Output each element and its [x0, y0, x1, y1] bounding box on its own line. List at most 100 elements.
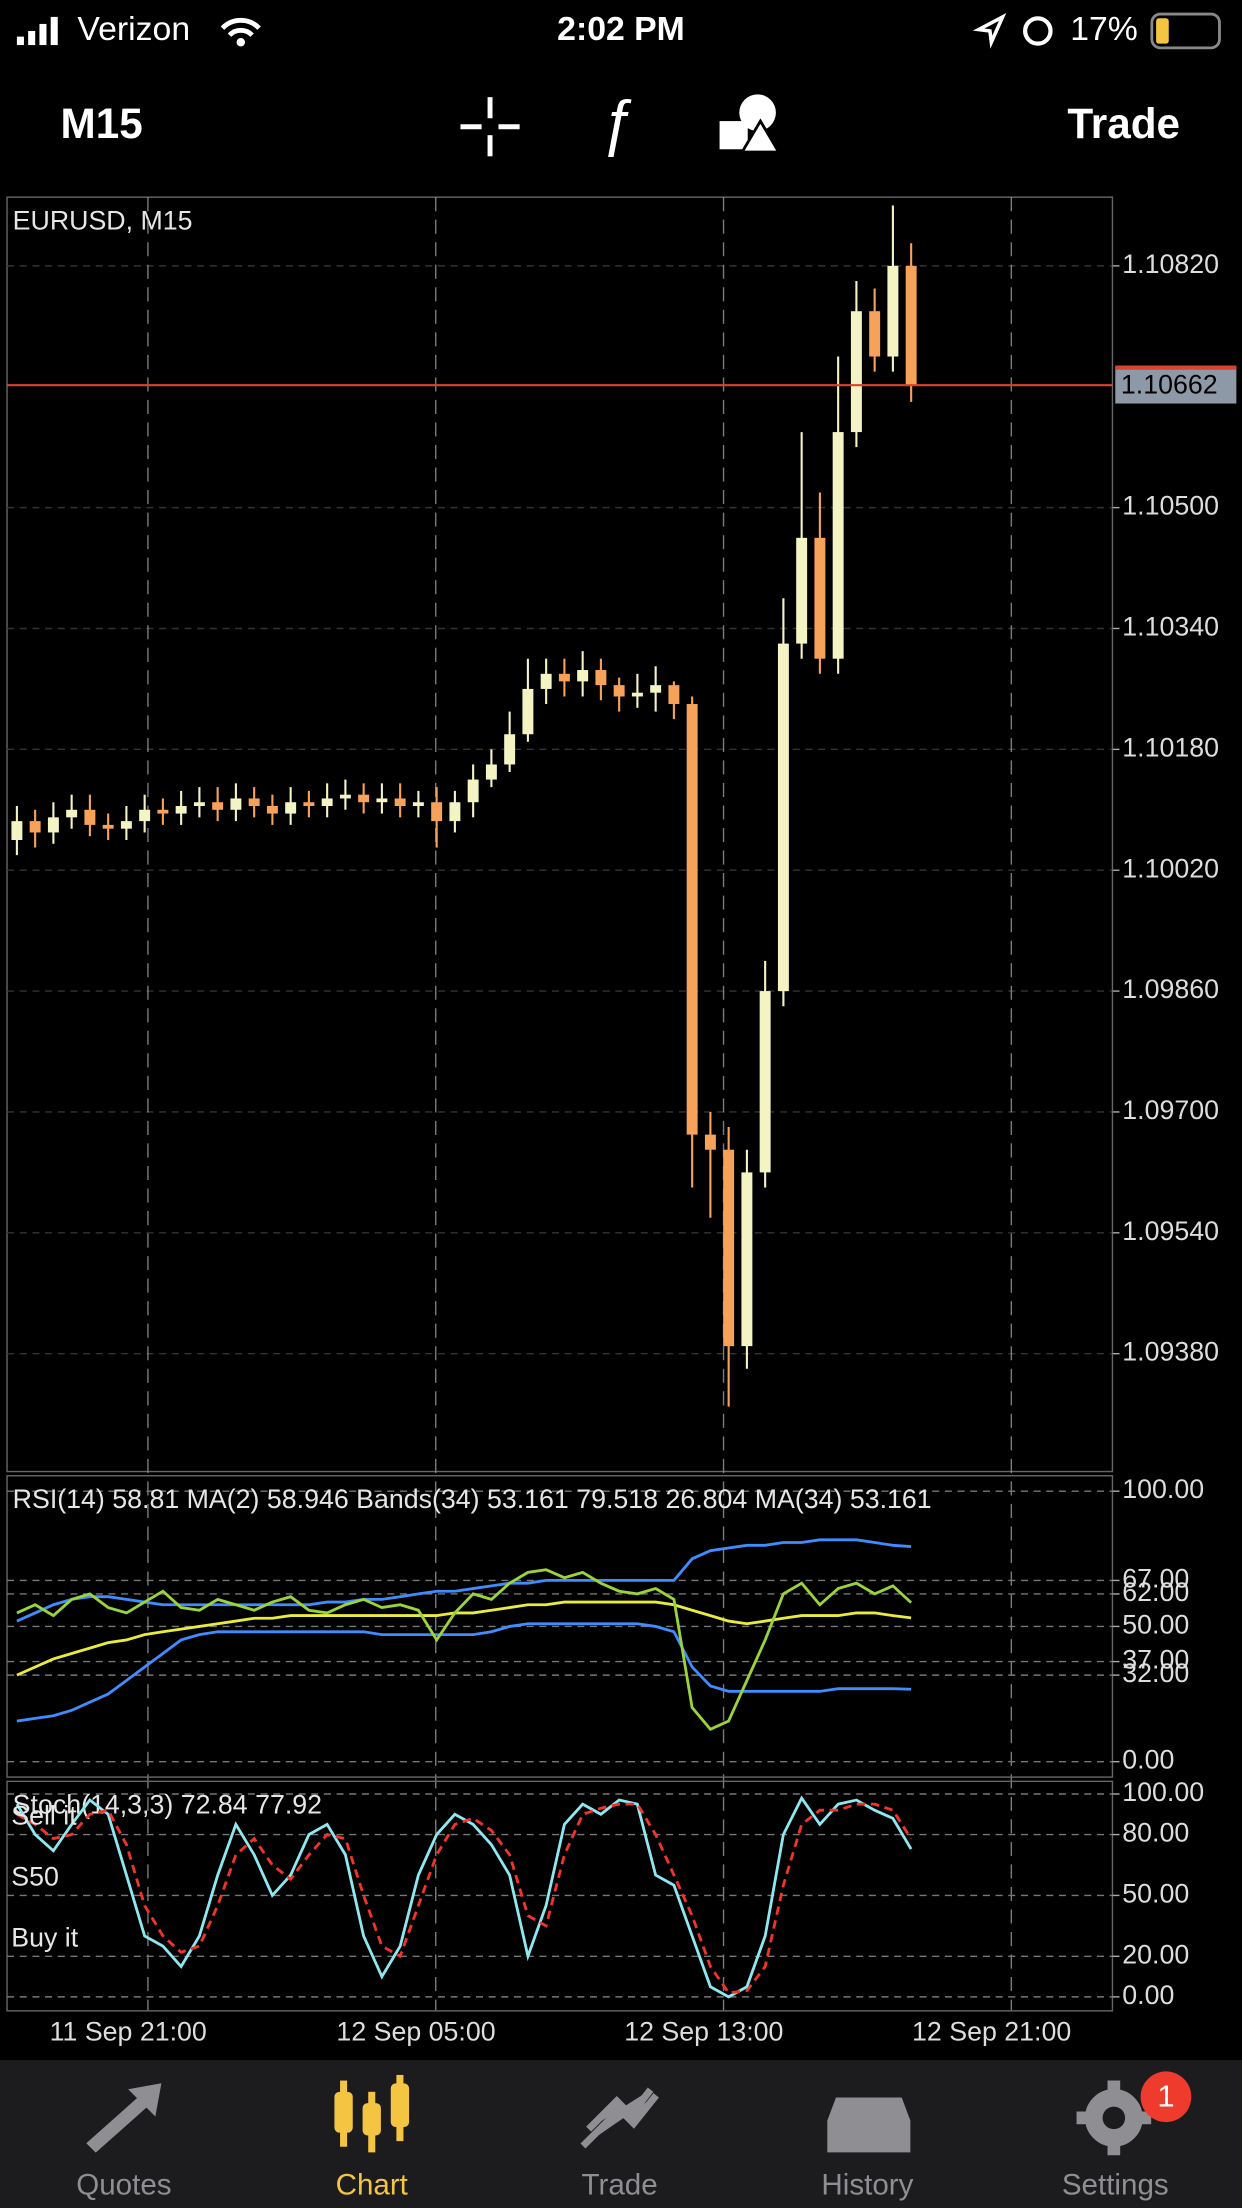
series-line — [16, 1538, 912, 1623]
y-tick-label: 37.00 — [1122, 1645, 1189, 1675]
battery-level — [1156, 18, 1169, 44]
y-tick-label: 32.00 — [1122, 1658, 1189, 1688]
candle-body — [248, 798, 260, 807]
trade-icon[interactable] — [580, 2087, 659, 2149]
battery-icon — [1150, 12, 1221, 50]
indicators-button[interactable]: ƒ — [600, 88, 634, 157]
candle-body — [905, 265, 917, 386]
x-tick-label: 12 Sep 21:00 — [912, 2016, 1071, 2046]
toolbar: M15 ƒ Trade — [61, 88, 1180, 157]
level-label: S50 — [11, 1862, 59, 1892]
candle-body — [285, 802, 297, 814]
candle-body — [84, 809, 96, 825]
y-tick-label: 67.00 — [1122, 1564, 1189, 1594]
wifi-icon — [236, 38, 246, 47]
tab-label: Chart — [336, 2169, 408, 2202]
x-tick-label: 11 Sep 21:00 — [50, 2016, 207, 2046]
level-label: Buy it — [11, 1922, 78, 1952]
trade-button[interactable]: Trade — [1067, 100, 1180, 147]
y-tick-label: 62.00 — [1122, 1577, 1189, 1607]
panel-title: RSI(14) 58.81 MA(2) 58.946 Bands(34) 53.… — [13, 1484, 932, 1514]
y-tick-label: 1.09540 — [1122, 1216, 1219, 1246]
candle-body — [230, 798, 242, 810]
badge-count: 1 — [1157, 2078, 1174, 2113]
candle-body — [540, 673, 552, 689]
candle-body — [303, 802, 315, 807]
candle-body — [704, 1134, 716, 1150]
signal-bar — [16, 36, 24, 46]
candle-body — [686, 704, 698, 1135]
quotes-icon[interactable] — [86, 2083, 162, 2153]
signal-bar — [39, 23, 47, 46]
candle-body — [139, 809, 151, 822]
candle-body — [175, 806, 187, 814]
y-tick-label: 100.00 — [1122, 1777, 1204, 1807]
alarm-icon — [1023, 16, 1053, 46]
tab-bar-background — [0, 2060, 1242, 2208]
candle-body — [887, 265, 899, 357]
candle-body — [650, 685, 662, 693]
tab-label: History — [821, 2169, 913, 2202]
crosshair-button[interactable] — [460, 97, 520, 157]
candle-body — [668, 685, 680, 705]
candle-body — [595, 670, 607, 686]
y-tick-label: 1.10500 — [1122, 491, 1219, 521]
candle-body — [485, 764, 497, 780]
y-tick-label: 1.10180 — [1122, 732, 1219, 762]
candle-body — [814, 537, 826, 659]
candle-body — [832, 432, 844, 659]
tab-label: Settings — [1062, 2169, 1169, 2202]
panel-title: EURUSD, M15 — [13, 206, 193, 236]
series-line — [15, 1795, 913, 1999]
candle-body — [11, 821, 23, 841]
candle-body — [522, 688, 534, 735]
badge — [1140, 2071, 1192, 2123]
candle-body — [467, 779, 479, 803]
candle-body — [504, 734, 516, 765]
carrier: Verizon — [77, 10, 190, 48]
panel-frame — [6, 196, 1114, 1473]
tab-bar: 1 — [0, 2060, 1242, 2208]
candle-body — [212, 802, 224, 810]
charts: 1.10820 1.10500 1.10340 1.10180 1.10020 1.098… — [6, 196, 1237, 2046]
x-tick-label: 12 Sep 13:00 — [624, 2016, 783, 2046]
series-line — [16, 1568, 913, 1731]
candle-body — [869, 311, 881, 357]
candle-body — [66, 809, 78, 818]
y-tick-label: 100.00 — [1122, 1474, 1204, 1504]
objects-button[interactable] — [719, 94, 782, 154]
last-price-label: 1.10662 — [1121, 370, 1218, 400]
status-bar: Verizon 2:02 PM 17% — [16, 10, 1221, 50]
location-icon — [972, 12, 1007, 49]
wifi-icon — [220, 17, 261, 38]
history-icon[interactable] — [827, 2097, 911, 2153]
candle-body — [577, 670, 589, 682]
candle-body — [449, 802, 461, 822]
y-tick-label: 0.00 — [1122, 1980, 1174, 2010]
battery-percent: 17% — [1070, 10, 1138, 48]
y-tick-label: 50.00 — [1122, 1609, 1189, 1639]
last-price-marker — [1115, 365, 1237, 370]
y-tick-label: 0.00 — [1122, 1745, 1174, 1775]
chart-icon[interactable] — [334, 2074, 410, 2153]
candle-body — [193, 802, 205, 807]
x-tick-label: 12 Sep 05:00 — [336, 2016, 495, 2046]
y-tick-label: 1.09380 — [1122, 1337, 1219, 1367]
candle-body — [796, 537, 808, 644]
panel-title: Stoch(14,3,3) 72.84 77.92 — [13, 1790, 322, 1820]
candle-body — [321, 798, 333, 807]
series-line — [16, 1802, 913, 1995]
candle-body — [759, 991, 771, 1173]
tab-icons — [86, 2074, 1152, 2156]
y-tick-label: 20.00 — [1122, 1939, 1189, 1969]
candle-body — [741, 1172, 753, 1347]
candle-body — [157, 809, 169, 814]
last-price-box — [1115, 366, 1237, 404]
candle-body — [613, 685, 625, 697]
clock: 2:02 PM — [557, 10, 685, 48]
timeframe-button[interactable]: M15 — [61, 100, 143, 147]
y-tick-label: 1.10820 — [1122, 249, 1219, 279]
